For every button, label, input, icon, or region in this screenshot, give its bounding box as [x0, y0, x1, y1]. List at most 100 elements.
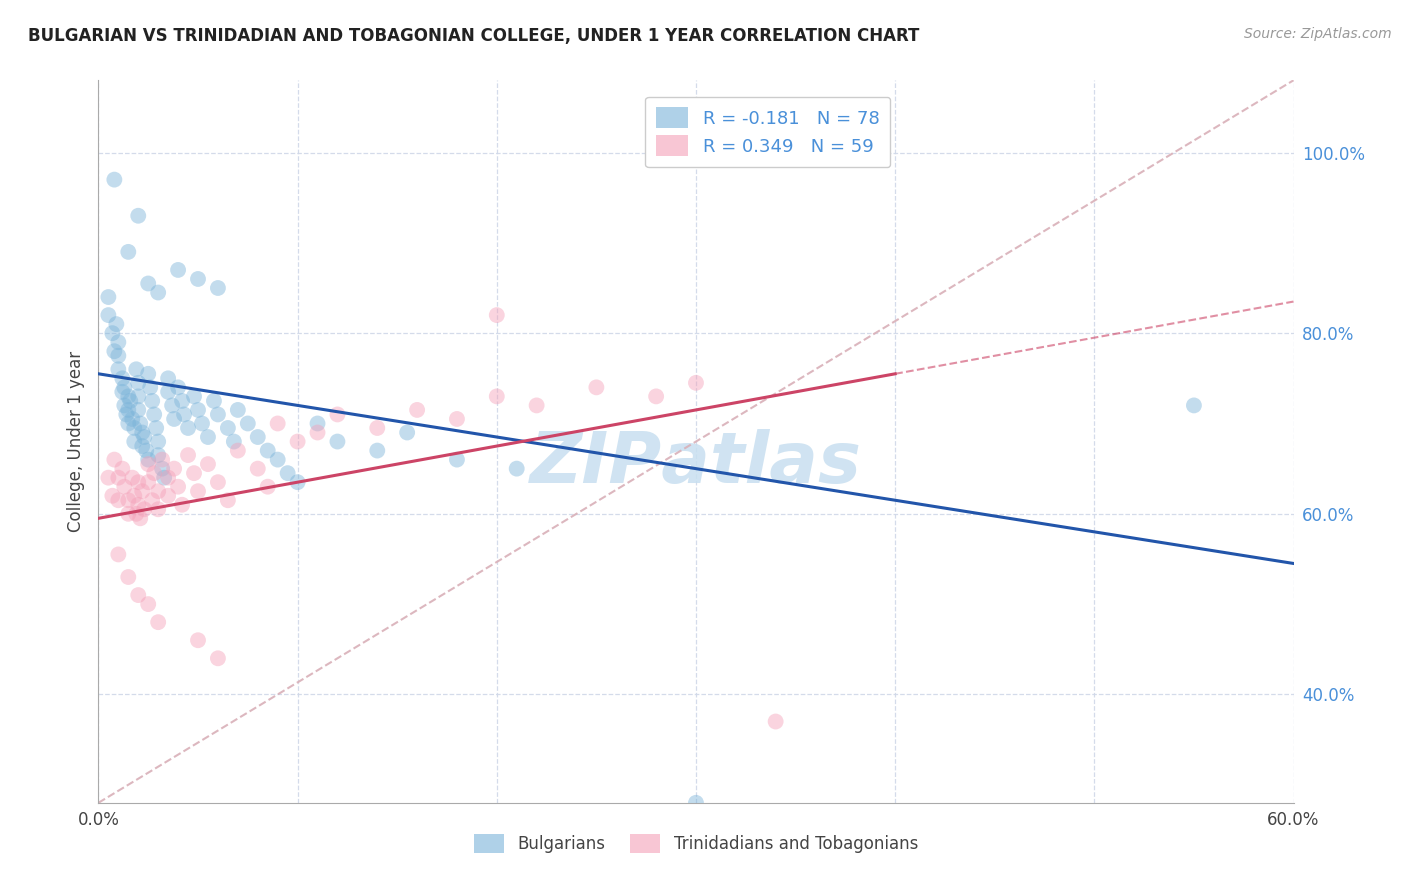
Point	[112, 380, 135, 394]
Point	[97, 290, 120, 304]
Point	[101, 489, 124, 503]
Point	[143, 466, 166, 480]
Point	[187, 484, 209, 499]
Point	[136, 475, 159, 490]
Point	[148, 615, 170, 630]
Point	[111, 461, 134, 475]
Point	[406, 403, 429, 417]
Point	[446, 412, 468, 426]
Point	[136, 452, 159, 467]
Point	[136, 597, 159, 611]
Point	[485, 308, 508, 322]
Point	[143, 408, 166, 422]
Point	[177, 421, 200, 435]
Point	[685, 376, 707, 390]
Point	[117, 417, 139, 431]
Point	[148, 285, 170, 300]
Point	[222, 434, 245, 449]
Point	[160, 398, 183, 412]
Point	[226, 403, 249, 417]
Text: ZIP​atlas: ZIP​atlas	[530, 429, 862, 498]
Point	[111, 371, 134, 385]
Point	[105, 317, 128, 331]
Point	[167, 263, 190, 277]
Point	[157, 371, 180, 385]
Point	[191, 417, 214, 431]
Point	[163, 461, 186, 475]
Point	[163, 412, 186, 426]
Point	[107, 493, 129, 508]
Point	[256, 480, 278, 494]
Point	[585, 380, 607, 394]
Point	[134, 502, 156, 516]
Point	[183, 389, 205, 403]
Point	[506, 461, 529, 475]
Point	[107, 362, 129, 376]
Point	[172, 393, 194, 408]
Point	[145, 421, 167, 435]
Point	[307, 425, 329, 440]
Point	[125, 362, 148, 376]
Point	[127, 498, 149, 512]
Point	[157, 471, 180, 485]
Point	[307, 417, 329, 431]
Point	[277, 466, 299, 480]
Point	[107, 548, 129, 562]
Point	[148, 484, 170, 499]
Point	[157, 384, 180, 399]
Point	[148, 502, 170, 516]
Point	[117, 493, 139, 508]
Point	[183, 466, 205, 480]
Point	[129, 511, 152, 525]
Point	[127, 475, 149, 490]
Point	[127, 389, 149, 403]
Point	[136, 277, 159, 291]
Point	[139, 380, 162, 394]
Point	[256, 443, 278, 458]
Point	[685, 796, 707, 810]
Point	[187, 403, 209, 417]
Point	[117, 570, 139, 584]
Point	[246, 430, 269, 444]
Point	[127, 403, 149, 417]
Point	[173, 408, 195, 422]
Point	[124, 489, 146, 503]
Point	[396, 425, 419, 440]
Point	[167, 380, 190, 394]
Point	[136, 367, 159, 381]
Point	[197, 430, 219, 444]
Point	[207, 408, 229, 422]
Point	[107, 349, 129, 363]
Point	[765, 714, 787, 729]
Legend: Bulgarians, Trinidadians and Tobagonians: Bulgarians, Trinidadians and Tobagonians	[467, 827, 925, 860]
Point	[127, 376, 149, 390]
Point	[267, 452, 290, 467]
Point	[207, 651, 229, 665]
Point	[197, 457, 219, 471]
Point	[103, 172, 125, 186]
Text: Source: ZipAtlas.com: Source: ZipAtlas.com	[1244, 27, 1392, 41]
Point	[111, 384, 134, 399]
Point	[326, 434, 349, 449]
Point	[202, 393, 225, 408]
Point	[97, 308, 120, 322]
Point	[1182, 398, 1205, 412]
Point	[226, 443, 249, 458]
Point	[134, 430, 156, 444]
Point	[107, 335, 129, 350]
Point	[485, 389, 508, 403]
Point	[117, 244, 139, 259]
Point	[157, 489, 180, 503]
Point	[125, 507, 148, 521]
Point	[236, 417, 259, 431]
Point	[217, 421, 239, 435]
Point	[177, 448, 200, 462]
Point	[141, 493, 163, 508]
Point	[150, 461, 173, 475]
Point	[187, 633, 209, 648]
Point	[117, 389, 139, 403]
Point	[117, 507, 139, 521]
Point	[141, 393, 163, 408]
Point	[246, 461, 269, 475]
Point	[121, 412, 143, 426]
